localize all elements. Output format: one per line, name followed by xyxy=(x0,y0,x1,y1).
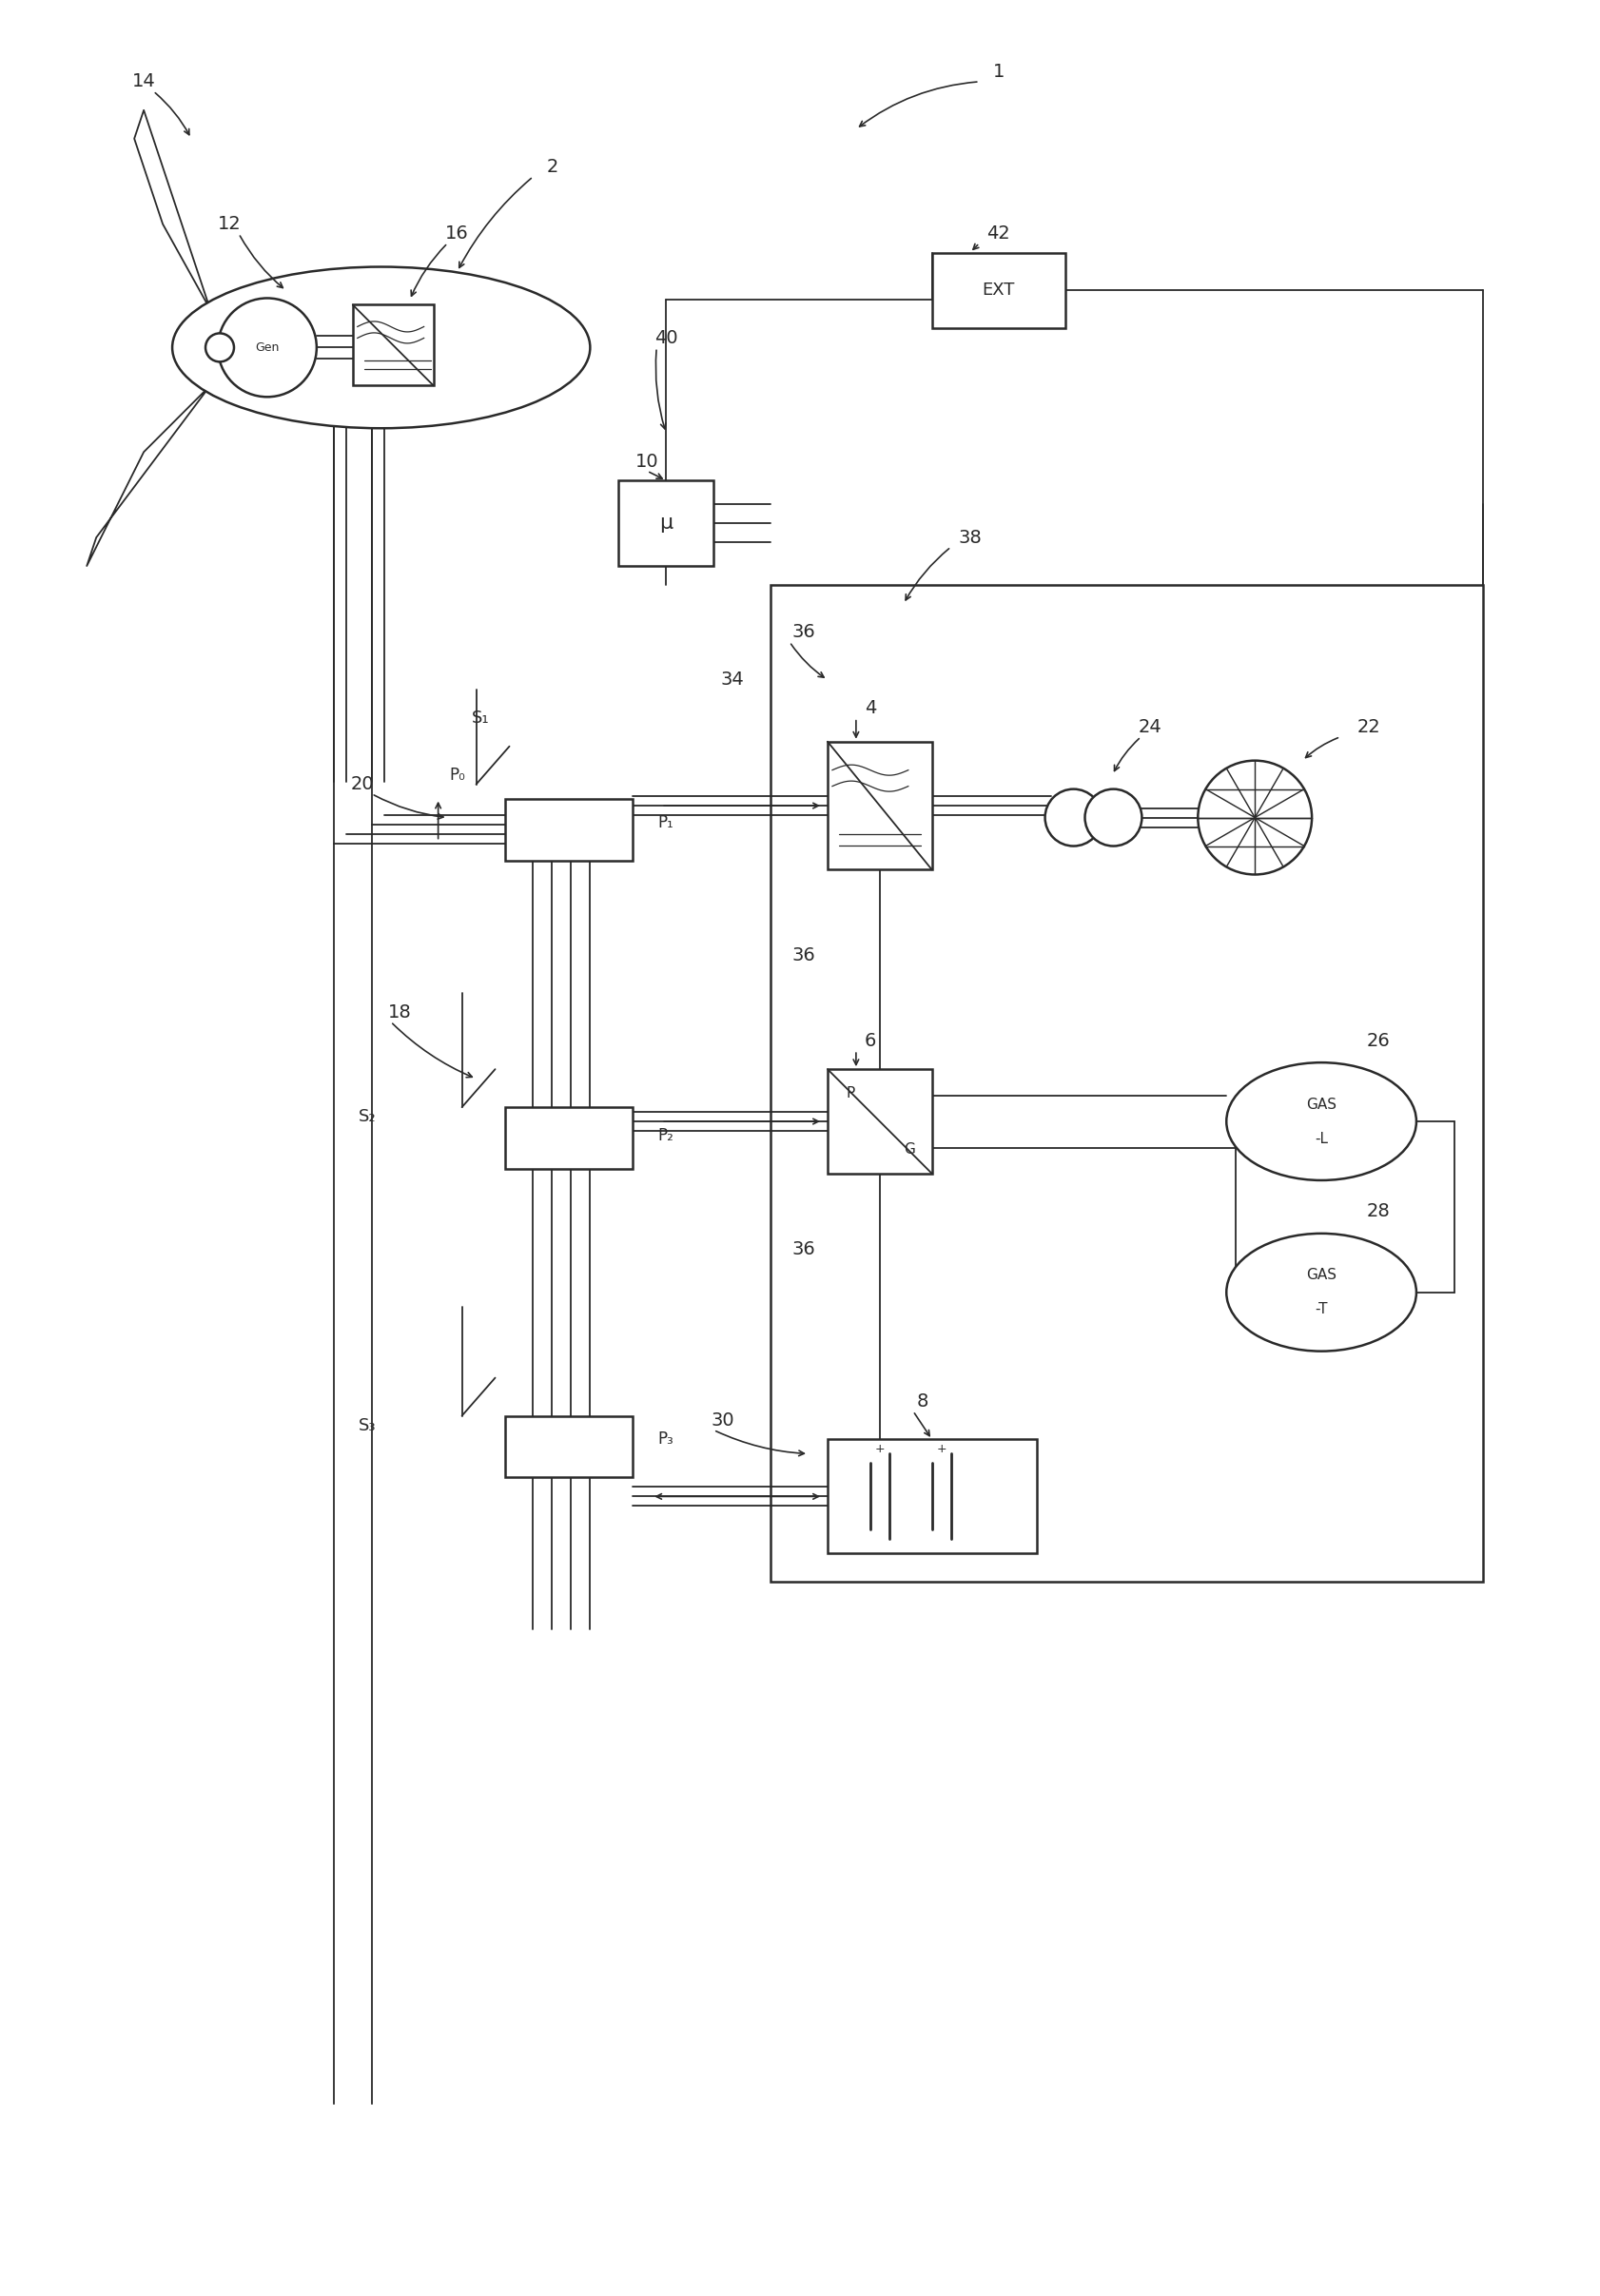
Circle shape xyxy=(205,333,234,363)
Ellipse shape xyxy=(1227,1063,1416,1180)
Circle shape xyxy=(218,298,317,397)
Bar xyxy=(827,1070,933,1173)
Bar xyxy=(827,1440,1037,1554)
Text: 6: 6 xyxy=(864,1031,877,1049)
Text: 4: 4 xyxy=(864,700,877,716)
Polygon shape xyxy=(86,386,210,565)
Text: P: P xyxy=(846,1086,854,1100)
Text: P₀: P₀ xyxy=(450,767,466,783)
Ellipse shape xyxy=(173,266,590,429)
Text: 40: 40 xyxy=(654,328,678,347)
Bar xyxy=(619,480,714,565)
Bar xyxy=(771,585,1483,1582)
Text: -T: -T xyxy=(1315,1302,1328,1316)
Text: Gen: Gen xyxy=(254,342,280,354)
Text: 12: 12 xyxy=(218,216,242,234)
Text: 18: 18 xyxy=(389,1003,411,1022)
Text: G: G xyxy=(904,1143,915,1157)
Text: P₁: P₁ xyxy=(658,813,674,831)
Text: 36: 36 xyxy=(792,946,816,964)
Text: 8: 8 xyxy=(917,1391,928,1410)
Text: 38: 38 xyxy=(958,528,982,546)
Text: S₁: S₁ xyxy=(472,709,490,726)
Text: 1: 1 xyxy=(992,62,1005,80)
Text: P₃: P₃ xyxy=(658,1430,674,1449)
Text: 36: 36 xyxy=(792,1240,816,1258)
Text: 42: 42 xyxy=(987,225,1010,243)
Text: 10: 10 xyxy=(635,452,659,471)
Text: 36: 36 xyxy=(792,622,816,641)
Bar xyxy=(827,742,933,870)
Bar xyxy=(504,1107,634,1169)
Text: 28: 28 xyxy=(1366,1203,1390,1221)
Bar xyxy=(504,1417,634,1479)
Text: P₂: P₂ xyxy=(658,1127,674,1143)
Circle shape xyxy=(1045,790,1102,845)
Text: +: + xyxy=(875,1442,885,1456)
Text: GAS: GAS xyxy=(1306,1267,1336,1283)
Text: 26: 26 xyxy=(1366,1031,1390,1049)
Text: -L: -L xyxy=(1315,1132,1328,1146)
Text: 24: 24 xyxy=(1139,719,1162,737)
Text: 16: 16 xyxy=(445,225,469,243)
Text: S₃: S₃ xyxy=(358,1417,376,1433)
Text: 34: 34 xyxy=(722,670,744,689)
Text: S₂: S₂ xyxy=(358,1109,376,1125)
Text: 14: 14 xyxy=(133,73,155,92)
Text: μ: μ xyxy=(659,514,674,533)
Polygon shape xyxy=(134,110,210,310)
Text: GAS: GAS xyxy=(1306,1097,1336,1111)
Text: EXT: EXT xyxy=(982,282,1014,298)
Bar xyxy=(352,305,434,386)
Circle shape xyxy=(1198,760,1312,875)
Text: 2: 2 xyxy=(546,158,558,177)
Bar xyxy=(933,253,1066,328)
Text: 20: 20 xyxy=(350,776,374,794)
Text: 22: 22 xyxy=(1357,719,1381,737)
Ellipse shape xyxy=(1227,1233,1416,1352)
Text: 30: 30 xyxy=(712,1412,734,1430)
Bar xyxy=(504,799,634,861)
Circle shape xyxy=(1085,790,1142,845)
Text: +: + xyxy=(936,1442,947,1456)
